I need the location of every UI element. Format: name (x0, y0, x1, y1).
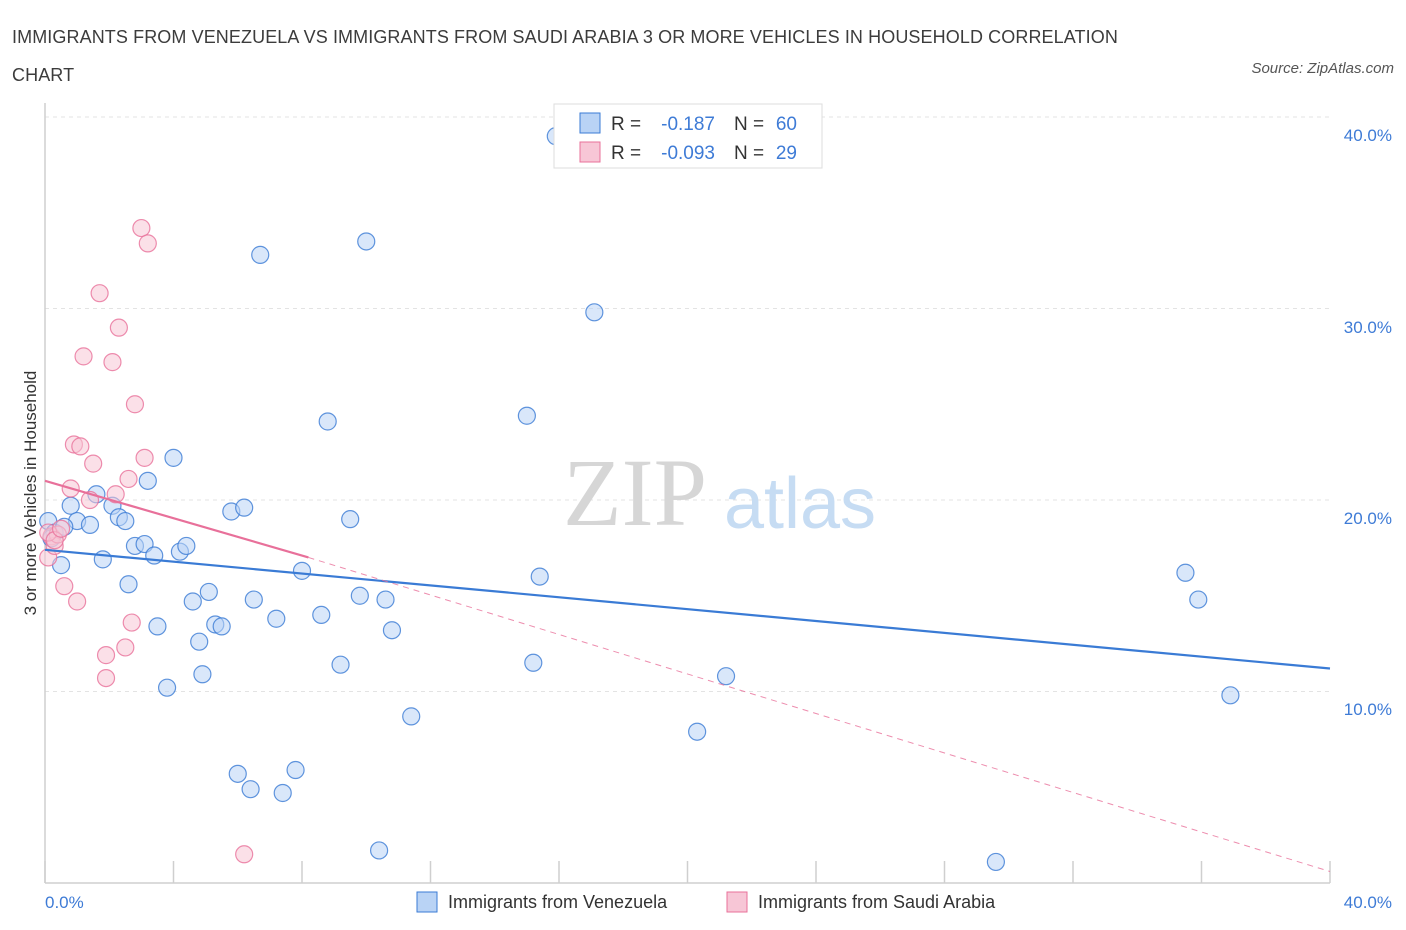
x-axis-ticks (44, 861, 1331, 883)
venezuela-point (331, 655, 350, 674)
venezuela-point (688, 722, 707, 741)
venezuela-point (177, 536, 196, 556)
watermark-zip: ZIP (563, 439, 707, 546)
saudi-point (135, 448, 154, 467)
saudi-point (125, 395, 145, 414)
venezuela-point (164, 448, 183, 467)
venezuela-point (199, 582, 218, 602)
venezuela-point (183, 592, 202, 611)
saudi-point (109, 318, 128, 337)
saudi-point (96, 646, 116, 665)
legend-r-value-1: -0.187 (661, 114, 715, 135)
venezuela-point (357, 232, 376, 251)
venezuela-point (267, 609, 286, 628)
saudi-point (96, 668, 116, 688)
venezuela-point (524, 653, 543, 672)
bottom-legend-label-venezuela: Immigrants from Venezuela (448, 892, 668, 912)
venezuela-point (61, 496, 80, 515)
venezuela-point (190, 632, 209, 651)
saudi-point (132, 218, 151, 238)
venezuela-point (116, 511, 135, 531)
saudi-point (122, 613, 141, 632)
series-saudi-points (39, 218, 254, 864)
venezuela-point (585, 303, 604, 322)
legend-swatch-venezuela (579, 112, 601, 134)
saudi-point (51, 519, 71, 538)
saudi-point (71, 437, 90, 456)
venezuela-point (1189, 590, 1208, 609)
legend-r-label-2: R = (611, 143, 641, 164)
venezuela-point (530, 567, 549, 586)
venezuela-point (318, 412, 337, 431)
saudi-point (84, 454, 103, 473)
x-tick-label-max: 40.0% (1344, 893, 1392, 912)
series-legend: Immigrants from Venezuela Immigrants fro… (416, 891, 996, 913)
legend-n-value-1: 60 (776, 114, 797, 135)
trend-lines (44, 479, 1331, 872)
saudi-point (90, 284, 109, 303)
y-tick-label-20: 20.0% (1344, 509, 1392, 528)
saudi-point (68, 592, 87, 611)
venezuela-point (119, 575, 138, 594)
venezuela-point (341, 510, 360, 529)
venezuela-point (312, 605, 331, 625)
venezuela-point (228, 764, 247, 783)
saudi-point (103, 353, 122, 372)
legend-n-label-1: N = (734, 114, 764, 135)
legend-swatch-saudi (579, 141, 601, 163)
venezuela-point (273, 783, 292, 803)
venezuela-point (241, 780, 260, 799)
venezuela-point (148, 617, 167, 636)
y-tick-label-40: 40.0% (1344, 126, 1392, 145)
venezuela-point (517, 406, 536, 425)
saudi-trend-line (44, 479, 309, 559)
chart-title: IMMIGRANTS FROM VENEZUELA VS IMMIGRANTS … (12, 27, 1118, 85)
saudi-point (119, 469, 138, 489)
venezuela-point (138, 471, 157, 490)
y-tick-label-30: 30.0% (1344, 318, 1392, 337)
venezuela-point (376, 590, 395, 609)
venezuela-point (350, 586, 369, 605)
gridlines (45, 116, 1330, 692)
saudi-point (55, 577, 74, 596)
legend-r-value-2: -0.093 (661, 143, 715, 164)
venezuela-point (1221, 686, 1240, 705)
legend-n-label-2: N = (734, 143, 764, 164)
venezuela-point (1176, 563, 1195, 582)
venezuela-point (251, 245, 270, 264)
legend-r-label-1: R = (611, 114, 641, 135)
venezuela-point (402, 707, 421, 726)
stats-legend: R = -0.187 N = 60 R = -0.093 N = 29 (553, 103, 823, 169)
bottom-legend-label-saudi: Immigrants from Saudi Arabia (758, 892, 996, 912)
venezuela-point (193, 665, 212, 684)
venezuela-point (80, 515, 100, 534)
venezuela-point (93, 550, 112, 569)
saudi-point (106, 485, 125, 504)
venezuela-point (986, 852, 1006, 872)
venezuela-point (382, 621, 402, 640)
watermark-atlas: atlas (724, 464, 876, 544)
source-label: Source: ZipAtlas.com (1251, 60, 1394, 77)
x-tick-label-min: 0.0% (45, 893, 84, 912)
venezuela-point (292, 561, 312, 580)
bottom-legend-swatch-venezuela (416, 891, 438, 913)
venezuela-point (235, 498, 254, 517)
venezuela-point (212, 617, 231, 636)
venezuela-point (157, 678, 177, 697)
venezuela-point (370, 841, 389, 860)
venezuela-trend-line (44, 548, 1331, 670)
saudi-point (235, 845, 254, 864)
saudi-point (138, 234, 157, 253)
legend-n-value-2: 29 (776, 143, 797, 164)
venezuela-point (716, 667, 736, 686)
venezuela-point (286, 760, 305, 780)
y-tick-label-10: 10.0% (1344, 700, 1392, 719)
y-axis-title: 3 or more Vehicles in Household (21, 371, 40, 616)
saudi-trend-extension (308, 556, 1331, 872)
bottom-legend-swatch-saudi (726, 891, 748, 913)
saudi-point (74, 347, 93, 366)
saudi-point (116, 638, 135, 657)
venezuela-point (244, 590, 263, 609)
